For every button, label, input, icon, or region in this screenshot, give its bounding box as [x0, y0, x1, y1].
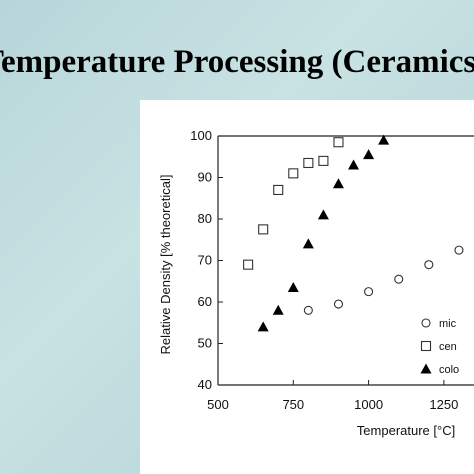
triangle-data-point: [287, 281, 299, 292]
legend-label: mic: [439, 318, 457, 330]
y-tick-label: 100: [190, 128, 212, 143]
figure-panel: 40 50 60 70 80 90 100 500 750 1000 1250 Temperature…: [140, 100, 474, 474]
x-axis-label: Temperature [°C]: [357, 423, 455, 438]
triangle-data-point: [257, 321, 269, 332]
square-data-point: [318, 155, 329, 166]
y-tick-label: 70: [198, 253, 212, 268]
legend-marker-square: [420, 340, 432, 352]
x-tick-label: 750: [282, 397, 304, 412]
legend-label: cen: [439, 341, 457, 353]
y-tick-label: 60: [198, 294, 212, 309]
legend-marker-circle: [421, 318, 431, 328]
legend-label: colo: [439, 364, 459, 376]
circle-data-point: [454, 245, 464, 255]
y-tick-label: 80: [198, 211, 212, 226]
circle-data-point: [394, 274, 404, 284]
density-temperature-chart: 40 50 60 70 80 90 100 500 750 1000 1250 Temperature…: [158, 128, 474, 438]
circle-data-point: [364, 287, 374, 297]
triangle-data-point: [317, 209, 329, 220]
y-tick-label: 40: [198, 377, 212, 392]
triangle-data-point: [348, 159, 360, 170]
y-axis-label: Relative Density [% theoretical]: [158, 175, 173, 355]
triangle-data-point: [272, 304, 284, 315]
triangle-data-point: [302, 238, 314, 249]
y-tick-label: 90: [198, 170, 212, 185]
square-data-point: [288, 168, 299, 179]
square-data-point: [333, 137, 344, 148]
square-data-point: [303, 157, 314, 169]
triangle-data-point: [332, 178, 344, 189]
x-tick-label: 1000: [354, 397, 383, 412]
circle-data-point: [303, 305, 313, 315]
triangle-data-point: [363, 149, 375, 160]
y-tick-label: 50: [198, 336, 212, 351]
square-data-point: [243, 259, 254, 270]
square-data-point: [273, 184, 284, 195]
triangle-data-point: [378, 134, 390, 145]
circle-data-point: [333, 299, 344, 309]
square-data-point: [258, 224, 269, 235]
slide-title: Temperature Processing (Ceramics): [0, 44, 474, 80]
x-tick-label: 1250: [429, 397, 458, 412]
x-tick-label: 500: [207, 397, 229, 412]
legend-marker-triangle: [420, 363, 432, 374]
circle-data-point: [424, 260, 434, 270]
